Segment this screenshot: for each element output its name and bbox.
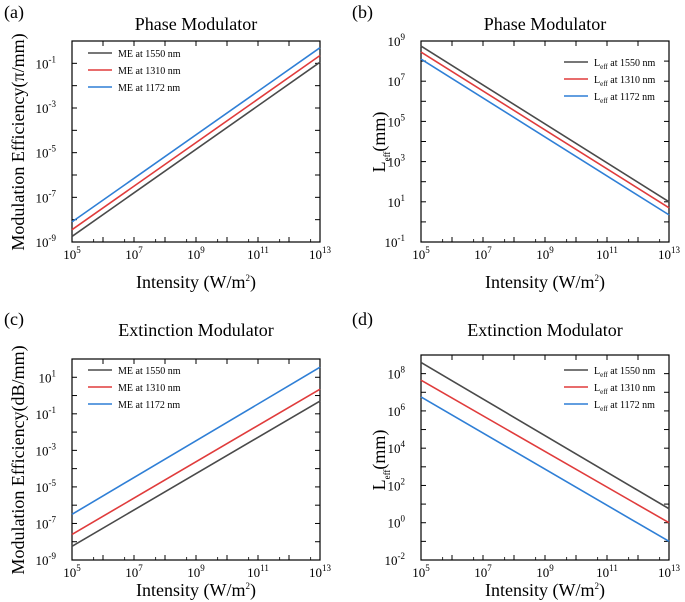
- x-axis-label: Intensity (W/m2): [136, 580, 256, 601]
- chart-title: Phase Modulator: [135, 14, 257, 34]
- legend-entry: Leff at 1172 nm: [594, 400, 655, 413]
- x-tick-label: 105: [412, 245, 430, 262]
- y-tick-label: 104: [388, 439, 406, 456]
- legend-entry: Leff at 1550 nm: [594, 366, 655, 379]
- y-tick-label: 101: [39, 368, 57, 385]
- y-tick-label: 100: [388, 514, 406, 531]
- y-tick-label: 105: [388, 112, 406, 129]
- series-line: [420, 45, 670, 203]
- series-line: [71, 388, 321, 536]
- x-tick-label: 109: [187, 245, 205, 262]
- chart-title: Extinction Modulator: [467, 320, 622, 340]
- x-tick-label: 105: [63, 245, 81, 262]
- y-tick-label: 10-3: [36, 99, 57, 116]
- panel-label: (b): [352, 2, 373, 23]
- x-tick-label: 109: [187, 563, 205, 580]
- x-tick-label: 107: [125, 245, 143, 262]
- chart-title: Extinction Modulator: [118, 320, 273, 340]
- legend-entry: ME at 1172 nm: [118, 83, 180, 94]
- x-axis-label: Intensity (W/m2): [485, 272, 605, 293]
- legend-entry: ME at 1310 nm: [118, 66, 181, 77]
- x-tick-label: 105: [63, 563, 81, 580]
- panel-label: (a): [4, 2, 24, 23]
- series-line: [71, 54, 321, 231]
- legend-entry: Leff at 1310 nm: [594, 75, 655, 88]
- y-tick-label: 10-7: [36, 514, 57, 531]
- x-tick-label: 1013: [309, 563, 332, 580]
- series-line: [71, 47, 321, 223]
- x-tick-label: 1013: [658, 563, 681, 580]
- y-tick-label: 107: [388, 72, 406, 89]
- y-tick-label: 10-9: [36, 551, 57, 568]
- y-axis-label: Leff(mm): [369, 112, 392, 173]
- y-tick-label: 108: [388, 365, 406, 382]
- series-line: [420, 51, 670, 209]
- series-line: [71, 400, 321, 547]
- x-tick-label: 1011: [247, 563, 269, 580]
- series-line: [420, 58, 670, 216]
- x-tick-label: 107: [474, 245, 492, 262]
- y-tick-label: 10-5: [36, 144, 57, 161]
- series-line: [420, 396, 670, 543]
- x-axis-label: Intensity (W/m2): [136, 272, 256, 293]
- legend-entry: ME at 1172 nm: [118, 400, 180, 411]
- y-tick-label: 10-7: [36, 188, 57, 205]
- chart-panel: (b) Phase Modulator 105 107 109 1011 1013 10-1 1…: [352, 2, 681, 293]
- legend-entry: ME at 1550 nm: [118, 366, 181, 377]
- legend-entry: Leff at 1172 nm: [594, 92, 655, 105]
- x-tick-label: 107: [125, 563, 143, 580]
- x-tick-label: 109: [536, 245, 554, 262]
- x-tick-label: 105: [412, 563, 430, 580]
- x-tick-label: 107: [474, 563, 492, 580]
- x-tick-label: 1011: [596, 245, 618, 262]
- y-tick-label: 10-9: [36, 233, 57, 250]
- y-tick-label: 10-1: [385, 233, 406, 250]
- legend-entry: ME at 1310 nm: [118, 383, 181, 394]
- x-tick-label: 1011: [247, 245, 269, 262]
- chart-panel: (c) Extinction Modulator 105 107 109 1011 1013…: [4, 309, 332, 601]
- y-tick-label: 10-2: [385, 551, 406, 568]
- series-line: [71, 61, 321, 238]
- legend-entry: ME at 1550 nm: [118, 49, 181, 60]
- y-tick-label: 10-5: [36, 478, 57, 495]
- series-line: [420, 361, 670, 510]
- panel-label: (c): [4, 309, 24, 330]
- y-tick-label: 10-3: [36, 441, 57, 458]
- panel-label: (d): [352, 309, 373, 330]
- plot-frame: [71, 40, 321, 243]
- series-line: [71, 366, 321, 516]
- y-tick-label: 109: [388, 32, 406, 49]
- chart-panel: (a) Phase Modulator 105 107 109 1011 1013 10-9 1…: [4, 2, 332, 293]
- x-axis-label: Intensity (W/m2): [485, 580, 605, 601]
- chart-panel: (d) Extinction Modulator 105 107 109 1011 1013…: [352, 309, 681, 601]
- y-axis-label: Modulation Efficiency(dB/mm): [8, 345, 29, 574]
- x-tick-label: 1013: [309, 245, 332, 262]
- x-tick-label: 1011: [596, 563, 618, 580]
- legend-entry: Leff at 1310 nm: [594, 383, 655, 396]
- y-tick-label: 10-1: [36, 54, 57, 71]
- x-tick-label: 109: [536, 563, 554, 580]
- chart-title: Phase Modulator: [484, 14, 606, 34]
- y-axis-label: Modulation Efficiency(π/mm): [8, 33, 29, 250]
- y-tick-label: 106: [388, 402, 406, 419]
- y-tick-label: 101: [388, 193, 406, 210]
- y-tick-label: 10-1: [36, 405, 57, 422]
- legend-entry: Leff at 1550 nm: [594, 58, 655, 71]
- plot-frame: [420, 40, 670, 243]
- y-axis-label: Leff(mm): [369, 430, 392, 491]
- series-line: [420, 379, 670, 524]
- x-tick-label: 1013: [658, 245, 681, 262]
